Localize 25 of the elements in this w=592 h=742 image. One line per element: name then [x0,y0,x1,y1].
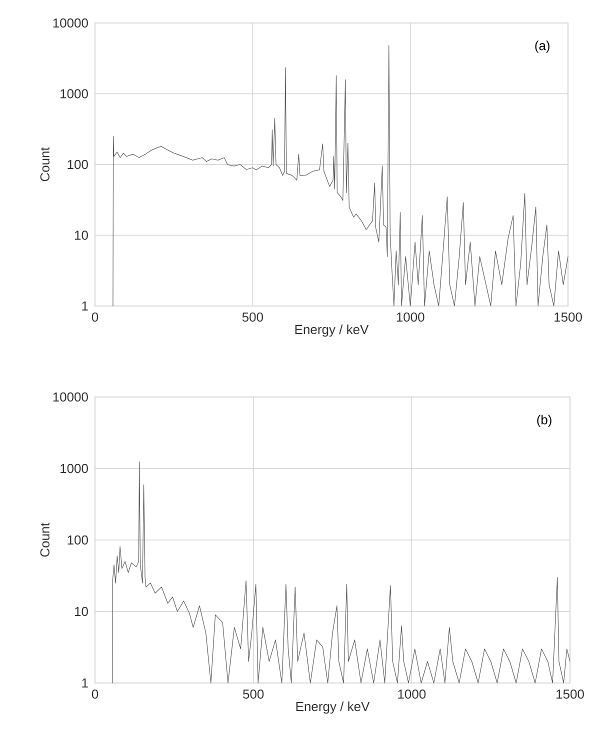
x-tick-label: 1000 [396,312,424,322]
y-axis-title: Count [40,147,50,182]
x-tick-label: 0 [92,312,98,322]
x-tick-label: 0 [92,690,98,699]
x-tick-label: 500 [243,690,264,699]
x-tick-label: 1500 [554,312,582,322]
y-tick-label: 10 [75,606,88,616]
y-tick-label: 1 [82,302,88,310]
x-tick-label: 500 [242,312,263,322]
y-tick-label: 1000 [60,89,88,98]
y-tick-label: 1000 [60,464,88,474]
line-series [112,462,570,684]
x-tick-label: 1500 [556,690,584,699]
x-tick-label: 1000 [398,690,426,699]
annotation: (b) [537,414,552,427]
x-axis-title: Energy / keV [296,702,370,714]
y-tick-label: 1 [82,678,88,688]
y-axis-title: Count [40,522,50,557]
annotation: (a) [535,40,550,53]
y-tick-label: 100 [68,160,88,170]
x-axis-title: Energy / keV [295,324,369,337]
y-tick-label: 100 [68,535,88,545]
y-tick-label: 10000 [53,392,88,402]
y-tick-label: 10 [75,230,88,240]
y-tick-label: 10000 [53,18,88,28]
